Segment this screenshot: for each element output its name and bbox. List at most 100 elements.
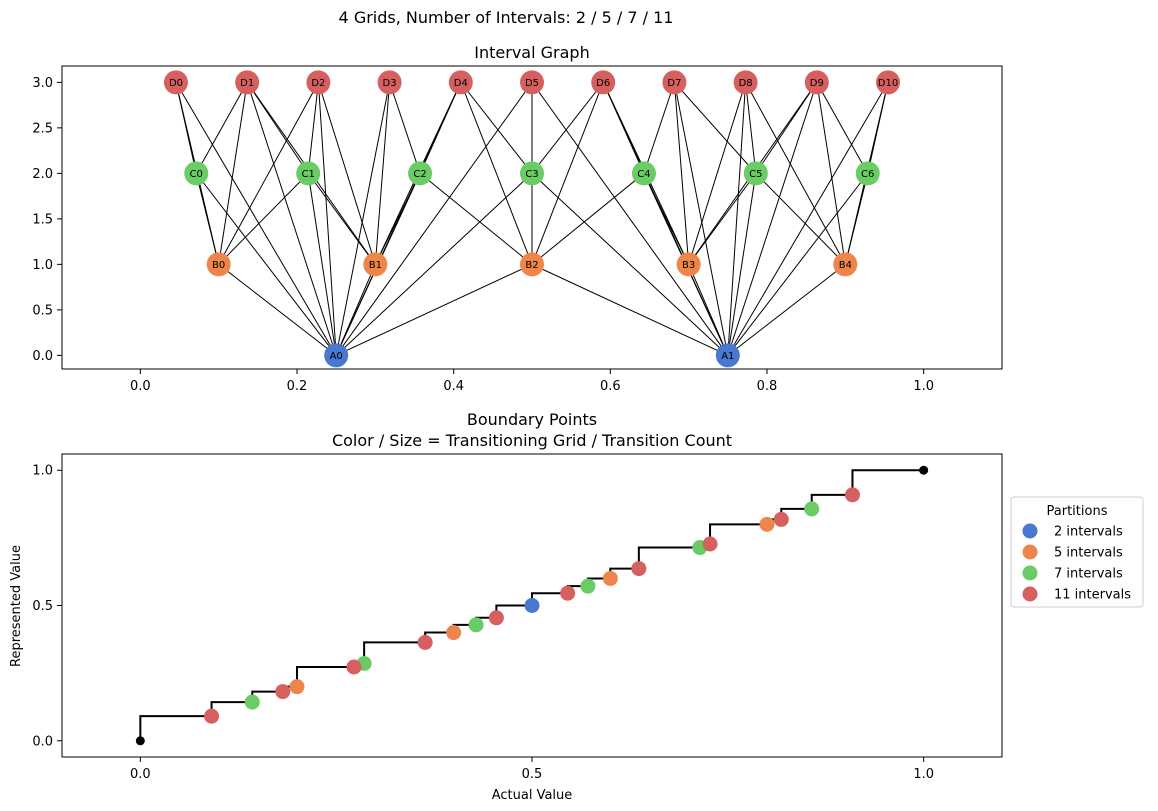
graph-edge-A0-D5 xyxy=(335,82,533,356)
graph-node-D0 xyxy=(163,70,188,95)
graph-x-tick-label: 1.0 xyxy=(913,379,934,394)
graph-node-label-B0: B0 xyxy=(212,260,225,271)
step-x-tick-label: 0.0 xyxy=(130,767,151,782)
boundary-point-series-2 xyxy=(244,694,260,710)
graph-node-D6 xyxy=(591,70,616,95)
graph-edge-B4-D8 xyxy=(745,82,846,265)
graph-edge-A1-B4 xyxy=(727,263,846,356)
boundary-point-series-3 xyxy=(275,684,291,700)
graph-node-D1 xyxy=(235,70,260,95)
legend-frame xyxy=(1010,496,1144,608)
graph-edge-B2-C2 xyxy=(419,172,533,265)
graph-y-tick-label: 1.0 xyxy=(32,258,53,273)
y-axis-label: Represented Value xyxy=(9,545,24,667)
graph-node-label-D10: D10 xyxy=(878,78,898,89)
x-axis-label: Actual Value xyxy=(492,788,573,803)
graph-node-label-D4: D4 xyxy=(454,78,468,89)
graph-x-tick-label: 0.8 xyxy=(757,379,778,394)
graph-node-D3 xyxy=(377,70,402,95)
graph-node-D10 xyxy=(876,70,901,95)
graph-node-C1 xyxy=(296,161,321,186)
graph-edge-A1-B2 xyxy=(531,263,729,356)
graph-node-label-C5: C5 xyxy=(749,169,762,180)
graph-node-label-C4: C4 xyxy=(637,169,650,180)
graph-edge-B4-D9 xyxy=(816,82,846,265)
legend: Partitions 2 intervals 5 intervals 7 inter… xyxy=(1010,496,1144,608)
graph-edge-A1-D5 xyxy=(531,82,729,356)
legend-items: 2 intervals 5 intervals 7 intervals 11 inte… xyxy=(1022,523,1131,603)
graph-y-tick-label: 2.0 xyxy=(32,167,53,182)
boundary-points-title: Boundary Points xyxy=(467,410,597,429)
graph-edge-B2-C4 xyxy=(531,172,645,265)
boundary-point-series-3 xyxy=(844,487,860,503)
graph-edge-A0-C3 xyxy=(335,173,533,356)
legend-label: 2 intervals xyxy=(1054,525,1123,540)
graph-node-B2 xyxy=(520,252,544,277)
graph-edge-C0-D0 xyxy=(175,82,197,174)
graph-edge-C6-D9 xyxy=(816,82,869,174)
boundary-point-series-2 xyxy=(804,501,820,517)
graph-edge-B4-C5 xyxy=(755,173,846,265)
graph-x-tick-label: 0.0 xyxy=(130,379,151,394)
boundary-point-series-3 xyxy=(560,585,576,601)
graph-edge-B3-D8 xyxy=(688,82,747,265)
graph-node-C4 xyxy=(631,161,656,186)
graph-edge-A0-C0 xyxy=(195,173,337,356)
graph-x-tick-label: 0.2 xyxy=(287,379,308,394)
graph-edges xyxy=(175,82,889,356)
graph-node-label-D6: D6 xyxy=(596,78,610,89)
graph-edge-A0-D1 xyxy=(246,82,337,356)
graph-edge-C4-D7 xyxy=(643,82,675,174)
graph-node-label-B4: B4 xyxy=(839,260,852,271)
graph-node-label-A0: A0 xyxy=(330,351,343,362)
interval-graph-panel: Interval Graph A0 A1 B0 B1 B2 B3 B4 C0 C1 C2 C3 C4 C… xyxy=(32,43,1003,394)
graph-node-C0 xyxy=(184,161,209,186)
graph-edge-C4-D6 xyxy=(602,82,645,174)
graph-node-B0 xyxy=(206,252,231,277)
graph-node-label-D1: D1 xyxy=(240,78,254,89)
graph-edge-C2-D4 xyxy=(419,82,462,174)
legend-marker xyxy=(1022,586,1038,602)
graph-edge-A0-B2 xyxy=(335,263,533,356)
graph-edge-B1-D2 xyxy=(317,82,376,265)
graph-edge-A1-D7 xyxy=(673,82,729,356)
graph-edge-A0-B0 xyxy=(218,263,337,356)
graph-edge-C5-D7 xyxy=(674,82,757,174)
graph-node-C3 xyxy=(520,161,544,186)
graph-node-label-B1: B1 xyxy=(369,260,382,271)
boundary-points-frame xyxy=(61,453,1003,758)
step-x-tick-label: 1.0 xyxy=(913,767,934,782)
boundary-point-series-3 xyxy=(773,511,789,527)
boundary-point-series-1 xyxy=(446,625,462,641)
graph-edge-B1-D3 xyxy=(374,82,391,265)
graph-node-label-D5: D5 xyxy=(525,78,539,89)
graph-node-C6 xyxy=(855,161,880,186)
graph-node-label-D9: D9 xyxy=(810,78,824,89)
boundary-point-series-3 xyxy=(702,536,718,552)
graph-edge-A1-C6 xyxy=(727,173,869,356)
legend-title: Partitions xyxy=(1047,504,1108,519)
boundary-point-series-1 xyxy=(289,679,305,695)
graph-edge-C3-D6 xyxy=(531,82,604,174)
endpoint-marker xyxy=(919,465,929,475)
graph-node-A0 xyxy=(324,343,349,368)
graph-node-D2 xyxy=(306,70,331,95)
boundary-point-series-1 xyxy=(759,516,775,532)
graph-edge-A1-D10 xyxy=(727,82,889,356)
graph-edge-A0-D3 xyxy=(335,82,391,356)
step-y-tick-label: 0.0 xyxy=(32,734,53,749)
graph-node-D4 xyxy=(448,70,473,95)
legend-label: 5 intervals xyxy=(1054,546,1123,561)
boundary-point-series-3 xyxy=(204,708,220,724)
graph-edge-B3-D7 xyxy=(673,82,690,265)
graph-node-A1 xyxy=(715,343,740,368)
graph-edge-B0-D1 xyxy=(218,82,248,265)
graph-y-tick-label: 2.5 xyxy=(32,121,53,136)
boundary-point-series-3 xyxy=(488,610,504,626)
graph-y-tick-label: 0.0 xyxy=(32,349,53,364)
graph-edge-B2-D6 xyxy=(531,82,604,265)
graph-edge-A1-C3 xyxy=(531,173,729,356)
graph-y-tick-label: 3.0 xyxy=(32,76,53,91)
step-y-tick-label: 1.0 xyxy=(32,464,53,479)
legend-label: 7 intervals xyxy=(1054,567,1123,582)
